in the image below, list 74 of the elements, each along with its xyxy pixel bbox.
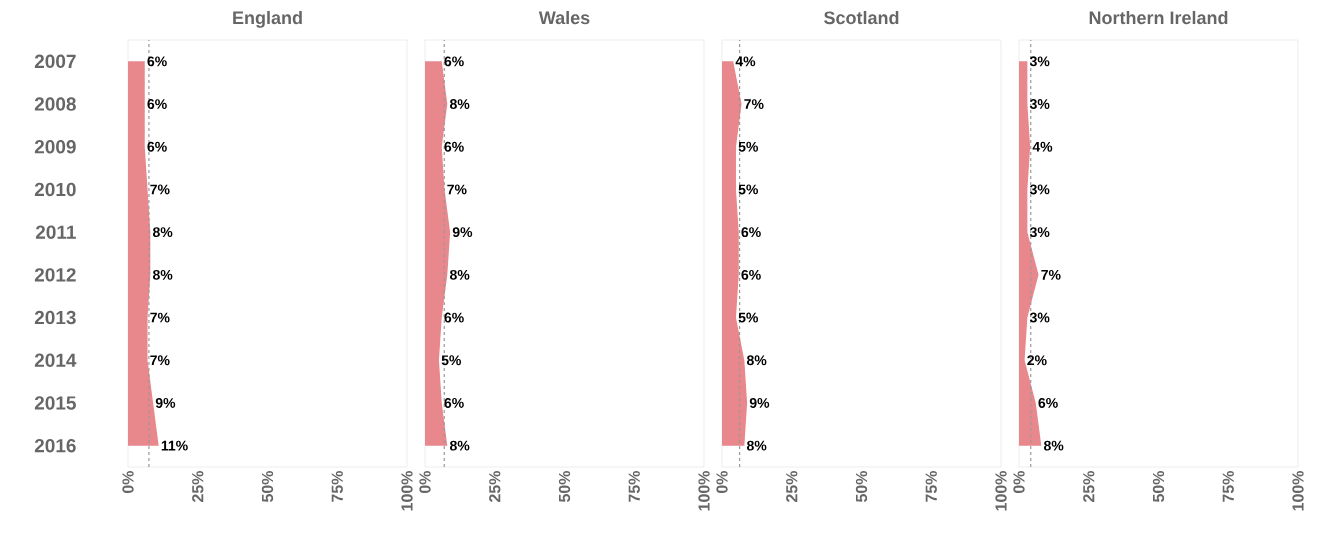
y-tick-label: 2013 [34, 310, 76, 325]
x-tick-label: 50% [855, 470, 868, 503]
data-label: 4% [735, 56, 756, 67]
y-tick-label: 2016 [34, 438, 76, 453]
y-tick-label: 2007 [34, 54, 76, 69]
x-tick-label: 25% [192, 470, 204, 503]
data-label: 6% [444, 312, 464, 323]
chart-title: Scotland [824, 10, 899, 25]
x-tick-label: 100% [698, 470, 710, 511]
y-tick-label: 2014 [34, 353, 77, 367]
data-label: 3% [1029, 99, 1050, 110]
chart-title: Northern Ireland [1089, 10, 1228, 25]
data-label: 6% [741, 227, 761, 238]
x-tick-label: 0% [1013, 470, 1025, 494]
data-label: 4% [1032, 141, 1053, 152]
x-tick-label: 100% [401, 470, 413, 511]
chart-title: Wales [538, 10, 590, 25]
data-label: 6% [444, 397, 464, 408]
data-label: 8% [152, 227, 173, 238]
x-tick-label: 0% [716, 470, 728, 494]
data-label: 6% [1038, 397, 1058, 408]
data-label: 9% [452, 227, 473, 238]
x-tick-label: 0% [419, 470, 431, 494]
data-label: 7% [744, 99, 764, 109]
x-tick-label: 0% [122, 470, 134, 494]
x-tick-label: 25% [786, 470, 798, 503]
data-label: 6% [147, 141, 167, 152]
x-tick-label: 75% [628, 470, 640, 502]
data-label: 3% [1029, 184, 1050, 195]
data-label: 8% [152, 269, 173, 280]
x-tick-label: 100% [1292, 470, 1304, 511]
data-label: 9% [749, 397, 770, 408]
data-label: 5% [738, 312, 759, 323]
x-tick-label: 75% [331, 470, 343, 502]
data-label: 7% [447, 184, 467, 195]
y-tick-label: 2012 [34, 268, 76, 282]
y-tick-label: 2010 [34, 182, 76, 197]
x-tick-label: 75% [1222, 470, 1234, 502]
data-label: 8% [746, 440, 767, 451]
data-label: 7% [150, 355, 170, 366]
y-tick-label: 2009 [34, 140, 76, 154]
x-tick-label: 100% [995, 470, 1007, 511]
data-label: 6% [741, 269, 761, 280]
x-tick-label: 25% [489, 470, 501, 503]
data-label: 6% [147, 56, 167, 67]
data-label: 6% [147, 99, 167, 110]
data-label: 11% [161, 440, 188, 451]
x-tick-label: 50% [558, 470, 571, 503]
data-label: 8% [449, 269, 470, 280]
data-label: 8% [746, 355, 767, 366]
data-label: 3% [1029, 227, 1050, 238]
data-label: 6% [444, 56, 464, 67]
data-label: 5% [738, 184, 759, 195]
chart-title: England [233, 10, 302, 28]
data-label: 8% [449, 440, 470, 451]
y-tick-label: 2011 [35, 225, 76, 239]
data-label: 5% [441, 355, 462, 366]
data-label: 3% [1029, 312, 1050, 323]
y-tick-label: 2008 [34, 97, 76, 111]
data-label: 3% [1029, 56, 1050, 67]
data-label: 7% [150, 184, 170, 195]
data-label: 5% [738, 141, 759, 152]
x-tick-label: 50% [261, 470, 274, 503]
data-label: 7% [1041, 269, 1061, 280]
x-tick-label: 75% [925, 470, 937, 502]
data-label: 9% [155, 397, 176, 408]
x-tick-label: 25% [1083, 470, 1095, 503]
data-label: 8% [1043, 440, 1064, 451]
data-label: 6% [444, 141, 464, 152]
data-label: 7% [150, 312, 170, 323]
x-tick-label: 50% [1152, 470, 1165, 503]
data-label: 2% [1027, 355, 1047, 366]
y-tick-label: 2015 [34, 396, 76, 410]
data-label: 8% [449, 99, 470, 110]
